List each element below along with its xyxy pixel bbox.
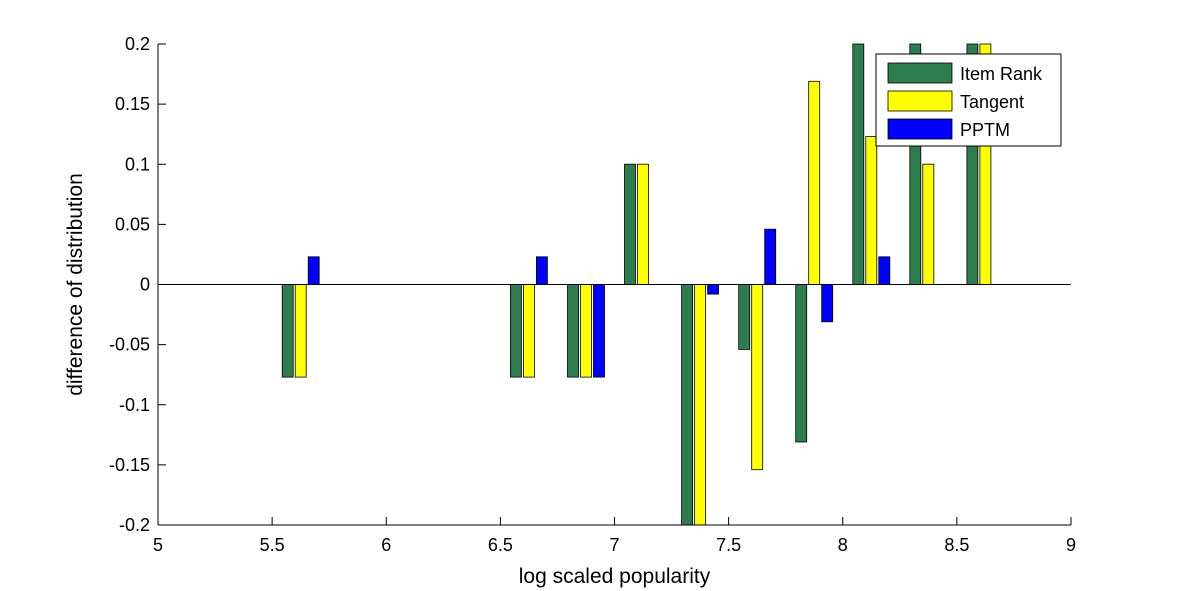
x-tick-label-0: 5	[153, 535, 163, 555]
bar-pptm-4	[707, 284, 719, 295]
x-tick-label-1: 5.5	[260, 535, 285, 555]
bar-pptm-0	[307, 256, 320, 285]
x-tick-label-5: 7.5	[716, 535, 741, 555]
x-axis-label: log scaled popularity	[519, 565, 711, 588]
x-tick-label-7: 8.5	[944, 535, 969, 555]
bar-tangent-2	[580, 284, 592, 378]
bar-tangent-7	[865, 136, 878, 285]
bar-pptm-1	[536, 256, 548, 285]
bar-tangent-4	[694, 284, 706, 526]
bar-pptm-5	[764, 228, 777, 285]
bar-item-rank-3	[624, 163, 636, 285]
bar-tangent-6	[808, 80, 821, 285]
y-tick-label-7: 0.15	[115, 94, 150, 114]
bar-item-rank-7	[852, 43, 865, 285]
bar-tangent-5	[751, 284, 764, 471]
legend-swatch-pptm	[887, 118, 953, 140]
bar-item-rank-0	[281, 284, 294, 378]
y-axis-label: difference of distribution	[64, 173, 87, 396]
legend-swatch-item-rank	[887, 62, 953, 84]
legend-swatch-tangent	[887, 90, 953, 112]
bars-group	[281, 43, 992, 526]
x-tick-label-3: 6.5	[488, 535, 513, 555]
legend-label-tangent: Tangent	[960, 92, 1024, 112]
bar-pptm-2	[593, 284, 605, 378]
bar-item-rank-6	[795, 284, 808, 443]
bar-item-rank-5	[738, 284, 751, 350]
bar-tangent-8	[922, 163, 935, 285]
bar-tangent-1	[523, 284, 535, 378]
y-tick-label-4: 0	[140, 275, 150, 295]
legend: Item Rank Tangent PPTM	[875, 53, 1062, 147]
y-tick-label-2: -0.1	[119, 395, 150, 415]
bar-tangent-0	[294, 284, 307, 378]
x-tick-label-4: 7	[609, 535, 619, 555]
y-tick-label-5: 0.05	[115, 214, 150, 234]
bar-item-rank-1	[509, 284, 522, 378]
x-tick-label-6: 8	[838, 535, 848, 555]
bar-pptm-6	[821, 284, 834, 323]
x-tick-label-8: 9	[1066, 535, 1076, 555]
y-tick-label-6: 0.1	[125, 154, 150, 174]
axes-group: -0.2 -0.15 -0.1 -0.05 0 0.05 0.1 0.15 0.2 5 5.5 6 6.…	[109, 34, 1076, 555]
bar-pptm-7	[878, 256, 891, 285]
legend-label-item-rank: Item Rank	[960, 64, 1043, 84]
bar-item-rank-2	[567, 284, 579, 378]
bar-tangent-3	[637, 163, 649, 285]
y-tick-label-0: -0.2	[119, 515, 150, 535]
y-tick-label-1: -0.15	[109, 455, 150, 475]
x-tick-label-2: 6	[381, 535, 391, 555]
bar-item-rank-4	[681, 284, 693, 526]
y-tick-label-3: -0.05	[109, 335, 150, 355]
legend-label-pptm: PPTM	[960, 120, 1010, 140]
y-tick-label-8: 0.2	[125, 34, 150, 54]
